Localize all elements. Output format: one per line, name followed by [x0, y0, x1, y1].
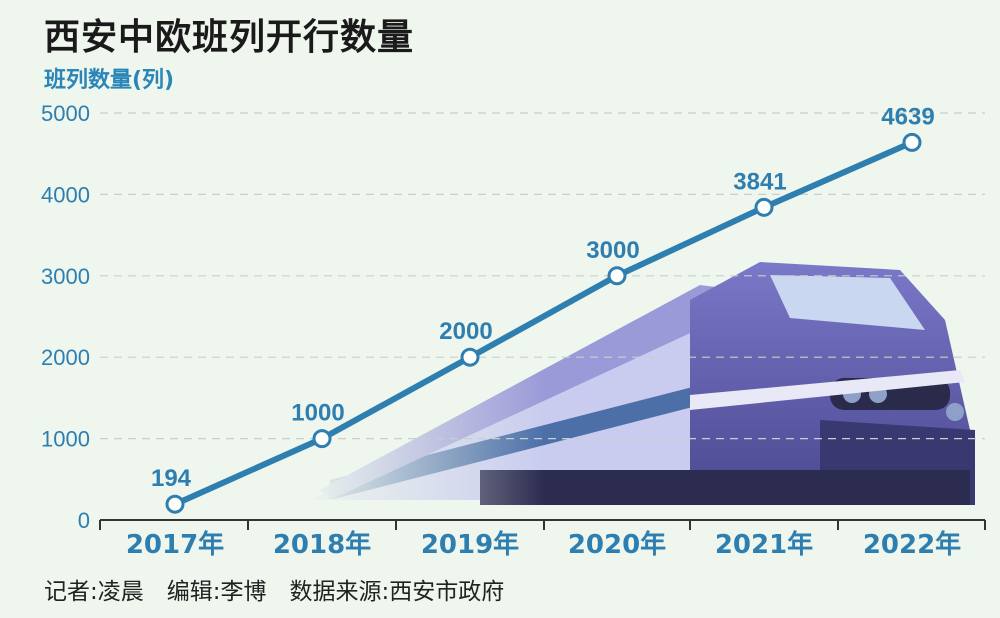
- x-tick-label: 2019年: [421, 529, 519, 560]
- credits-footer: 记者:凌晨 编辑:李博 数据来源:西安市政府: [44, 579, 505, 605]
- series-line-path: [172, 139, 915, 508]
- y-axis-ticks: 0 1000 2000 3000 4000 5000: [41, 101, 90, 533]
- y-tick-label: 1000: [41, 427, 90, 452]
- train-fade: [300, 250, 1000, 520]
- grid-lines: [100, 112, 985, 440]
- data-point: [312, 429, 332, 449]
- x-tick-label: 2022年: [863, 529, 961, 560]
- data-point: [165, 494, 185, 514]
- data-point: [460, 347, 480, 367]
- x-tick-label: 2020年: [568, 529, 666, 560]
- data-label: 3841: [733, 168, 786, 195]
- y-tick-label: 2000: [41, 345, 90, 370]
- y-tick-label: 3000: [41, 264, 90, 289]
- x-tick-label: 2017年: [126, 529, 224, 560]
- y-axis-label: 班列数量(列): [44, 68, 175, 93]
- data-point: [754, 197, 774, 217]
- series-line: [165, 132, 922, 514]
- data-label: 3000: [586, 237, 639, 264]
- chart-title: 西安中欧班列开行数量: [44, 17, 415, 58]
- x-axis: 2017年 2018年 2019年 2020年 2021年 2022年: [99, 519, 986, 560]
- y-tick-label: 0: [78, 508, 90, 533]
- data-label: 2000: [439, 318, 492, 345]
- data-point: [902, 132, 922, 152]
- x-tick-label: 2021年: [715, 529, 813, 560]
- y-tick-label: 4000: [41, 182, 90, 207]
- data-label: 1000: [291, 400, 344, 427]
- data-label: 4639: [881, 103, 934, 130]
- train-illustration: [300, 250, 1000, 520]
- x-tick-label: 2018年: [273, 529, 371, 560]
- data-point: [607, 266, 627, 286]
- y-tick-label: 5000: [41, 101, 90, 126]
- data-labels: 194 1000 2000 3000 3841 4639: [151, 103, 935, 492]
- data-label: 194: [151, 465, 192, 492]
